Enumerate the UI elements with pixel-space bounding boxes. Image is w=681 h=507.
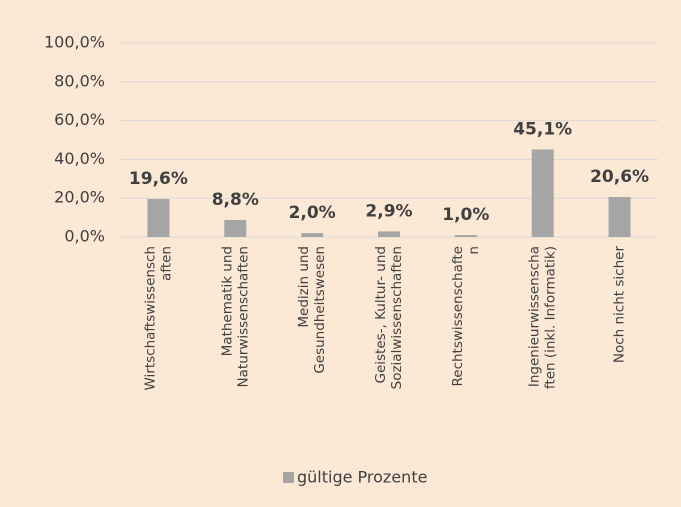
value-label: 19,6% [129,169,188,189]
legend-swatch [283,472,294,483]
value-label: 2,0% [289,203,336,223]
x-tick-label: Ingenieurwissenschaften (inkl. Informati… [527,246,559,389]
y-tick-label: 60,0% [54,110,105,129]
x-tick-label: Geistes-, Kultur- undSozialwissenschafte… [373,246,405,389]
value-label: 45,1% [513,120,572,140]
x-tick-label: Rechtswissenschaften [450,246,482,387]
value-label: 1,0% [442,205,489,225]
value-label: 2,9% [365,201,412,221]
y-tick-label: 80,0% [54,71,105,90]
y-tick-label: 40,0% [54,149,105,168]
bar [147,198,170,237]
bar [454,235,477,237]
value-label: 20,6% [590,167,649,187]
bar [378,231,400,237]
x-tick-label: Mathematik undNaturwissenschaften [219,246,251,387]
y-tick-label: 20,0% [54,188,105,207]
x-tick-label: Noch nicht sicher [612,246,628,364]
bar [608,197,631,237]
x-tick-label: Medizin undGesundheitswesen [296,246,328,374]
bar [224,219,247,237]
value-label: 8,8% [212,190,259,210]
y-tick-label: 100,0% [44,33,105,52]
bar [301,233,324,237]
bar [531,149,554,237]
x-tick-label: Wirtschaftswissenschaften [142,246,174,391]
y-tick-label: 0,0% [64,227,105,246]
legend-label: gültige Prozente [297,468,427,487]
